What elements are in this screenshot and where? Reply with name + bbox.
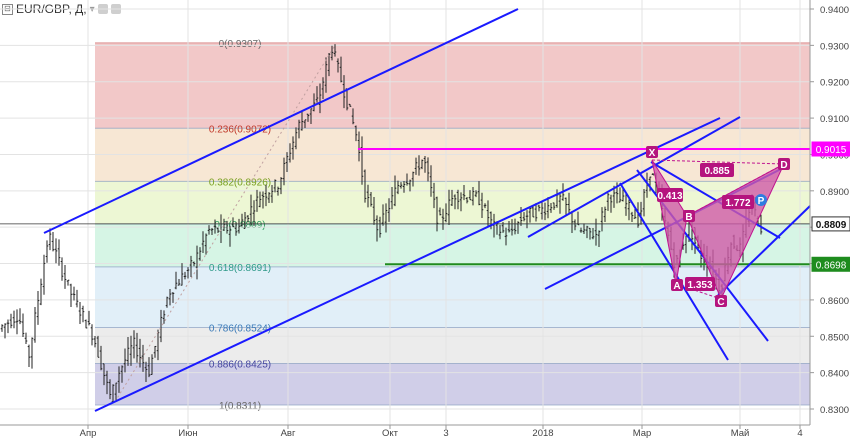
price-tag-current: 0.8809 bbox=[816, 220, 847, 231]
fib-label: 0.786(0.8524) bbox=[209, 324, 271, 335]
price-axis-label: 0.8500 bbox=[820, 332, 849, 343]
fib-band bbox=[95, 42, 810, 129]
ratio-label-bg bbox=[657, 188, 683, 202]
fib-label: 1(0.8311) bbox=[219, 401, 261, 412]
time-axis-label: Мар bbox=[633, 428, 652, 438]
ratio-label-1: 0.885 bbox=[704, 166, 729, 177]
price-tag-bg bbox=[811, 141, 850, 157]
point-marker-bg bbox=[755, 194, 767, 206]
price-axis-label: 0.8400 bbox=[820, 369, 849, 380]
time-axis-label: 4 bbox=[797, 428, 802, 438]
time-axis-label: Апр bbox=[80, 428, 97, 438]
harmonic-pattern: 0.885 0.413 1.353 1.772 X A B C D P bbox=[646, 146, 790, 308]
point-marker-D: D bbox=[780, 160, 787, 171]
point-marker-C: C bbox=[717, 297, 724, 308]
time-axis-label: 3 bbox=[443, 428, 448, 438]
pattern-xd-line bbox=[651, 159, 785, 165]
price-tag-bg bbox=[811, 216, 850, 232]
ratio-label-bg bbox=[700, 163, 734, 177]
price-tag-green: 0.8698 bbox=[816, 260, 847, 271]
fib-band bbox=[95, 363, 810, 405]
point-marker-X: X bbox=[649, 148, 656, 159]
ratio-label-2: 0.413 bbox=[657, 191, 682, 202]
fib-label: 0(0.9307) bbox=[219, 39, 262, 50]
point-marker-bg bbox=[778, 158, 790, 170]
point-marker-bg bbox=[671, 279, 683, 291]
fib-label: 0.236(0.9072) bbox=[209, 124, 271, 135]
time-axis-label: Май bbox=[731, 428, 750, 438]
fib-label: 0.382(0.8926) bbox=[209, 177, 271, 188]
time-axis-label: Авг bbox=[281, 428, 296, 438]
price-axis-label: 0.8600 bbox=[820, 296, 849, 307]
ratio-label-bg bbox=[722, 195, 754, 209]
price-axis-label: 0.9200 bbox=[820, 78, 849, 89]
trend-channel-line bbox=[527, 116, 741, 238]
point-marker-bg bbox=[646, 146, 658, 158]
point-marker-bg bbox=[715, 295, 727, 307]
ratio-label-4: 1.772 bbox=[725, 198, 750, 209]
fib-band bbox=[95, 327, 810, 364]
trend-channel-line bbox=[650, 161, 781, 239]
point-marker-P: P bbox=[758, 196, 765, 207]
point-marker-bg bbox=[683, 210, 695, 222]
price-axis-label: 0.9300 bbox=[820, 41, 849, 52]
time-axis-label: Июн bbox=[178, 428, 197, 438]
fib-label: 0.618(0.8691) bbox=[209, 263, 271, 274]
fib-label: 0.886(0.8425) bbox=[209, 360, 271, 371]
time-axis-label: 2018 bbox=[532, 428, 553, 438]
point-marker-A: A bbox=[673, 281, 680, 292]
price-axis-label: 0.8300 bbox=[820, 405, 849, 416]
price-axis-label: 0.9100 bbox=[820, 114, 849, 125]
ratio-label-bg bbox=[685, 277, 715, 291]
pattern-bd-line bbox=[686, 163, 785, 217]
pattern-ac-line bbox=[675, 283, 722, 300]
time-axis-label: Окт bbox=[382, 428, 399, 438]
trend-channel-line bbox=[94, 117, 721, 412]
ratio-label-3: 1.353 bbox=[687, 280, 712, 291]
trend-channel-line bbox=[717, 205, 811, 296]
fib-label: 0.5(0.8809) bbox=[214, 220, 265, 231]
price-tag-bg bbox=[811, 256, 850, 272]
fib-band bbox=[95, 223, 810, 267]
price-axis-label: 0.8900 bbox=[820, 187, 849, 198]
point-marker-B: B bbox=[685, 212, 692, 223]
price-axis-label: 0.9400 bbox=[820, 5, 849, 16]
price-tag-magenta: 0.9015 bbox=[816, 145, 847, 156]
trend-channel-line bbox=[43, 8, 519, 234]
